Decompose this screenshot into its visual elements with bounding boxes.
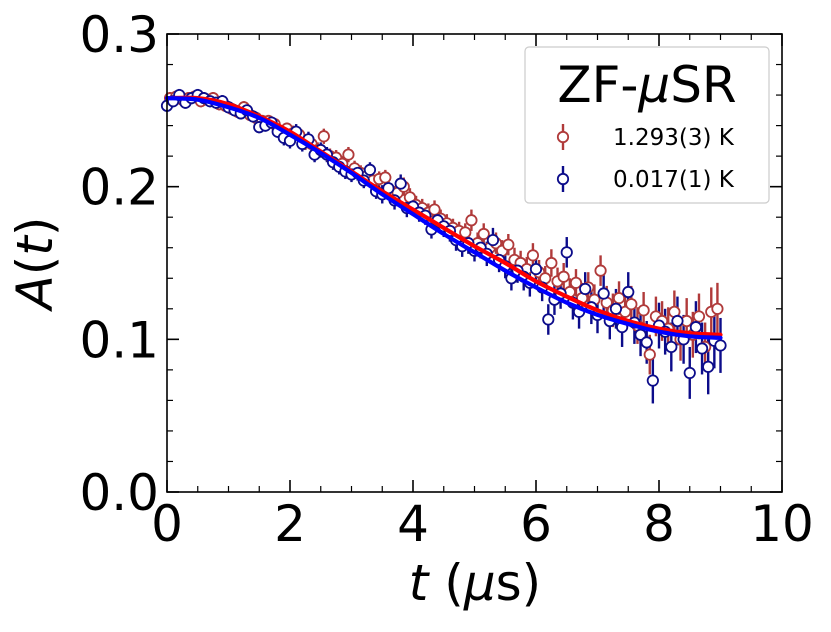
data-point <box>363 163 377 176</box>
data-point <box>646 374 659 387</box>
data-point <box>526 249 540 262</box>
data-point <box>545 256 558 270</box>
data-point <box>502 238 515 251</box>
data-point <box>428 203 441 216</box>
x-tick-label: 4 <box>397 495 429 553</box>
data-point <box>714 339 727 352</box>
data-point <box>640 336 653 349</box>
y-axis-label: A(t) <box>6 217 64 313</box>
plot-frame <box>166 33 783 493</box>
data-point <box>622 285 635 299</box>
data-point <box>394 177 407 190</box>
legend-label: 0.017(1) K <box>613 167 735 193</box>
data-point <box>560 246 573 259</box>
data-point <box>612 292 626 305</box>
legend-label: 1.293(3) K <box>613 125 735 151</box>
x-tick-label: 2 <box>274 495 306 553</box>
legend-marker <box>556 172 570 186</box>
data-point <box>486 234 500 247</box>
data-point <box>465 214 478 227</box>
data-point <box>689 321 703 334</box>
data-point <box>671 314 684 328</box>
legend-entries: 1.293(3) K 0.017(1) K <box>556 124 735 193</box>
data-point <box>342 148 355 161</box>
fit-layer <box>164 95 723 340</box>
data-point <box>609 302 623 315</box>
x-tick-label: 10 <box>750 495 814 553</box>
y-tick-label: 0.0 <box>79 464 159 522</box>
data-point <box>637 304 650 317</box>
x-tick-label: 0 <box>151 495 183 553</box>
x-tick-label: 6 <box>520 495 552 553</box>
data-point <box>459 226 472 239</box>
data-point <box>557 270 570 283</box>
data-point <box>711 302 724 315</box>
y-tick-label: 0.1 <box>79 311 159 369</box>
data-point <box>643 348 656 361</box>
x-tick-label: 8 <box>643 495 675 553</box>
fit-line <box>164 96 723 340</box>
data-point <box>317 130 330 143</box>
data-point <box>594 264 607 277</box>
data-point <box>379 171 392 184</box>
x-axis-label: t (μs) <box>409 554 541 612</box>
data-point <box>692 310 706 323</box>
data-point <box>634 328 647 341</box>
y-tick-label: 0.2 <box>79 159 159 217</box>
data-point <box>542 313 555 326</box>
data-point <box>579 282 592 296</box>
legend: ZF-μSR 1.293(3) K 0.017(1) K <box>524 46 770 204</box>
data-point <box>665 340 678 354</box>
y-tick-label: 0.3 <box>79 6 159 64</box>
data-point <box>569 276 583 289</box>
legend-title: ZF-μSR <box>557 56 736 114</box>
labels-layer: 0 2 4 6 8 10 0.0 0.1 0.2 0.3 <box>79 6 813 553</box>
data-point <box>695 342 709 355</box>
data-point <box>702 360 715 373</box>
data-point <box>683 366 696 380</box>
data-point <box>597 287 610 300</box>
ticks-layer <box>166 33 783 493</box>
legend-box <box>524 46 770 204</box>
data-point <box>477 227 490 241</box>
data-point <box>529 263 543 276</box>
legend-marker <box>556 130 570 144</box>
data-point <box>625 298 638 311</box>
